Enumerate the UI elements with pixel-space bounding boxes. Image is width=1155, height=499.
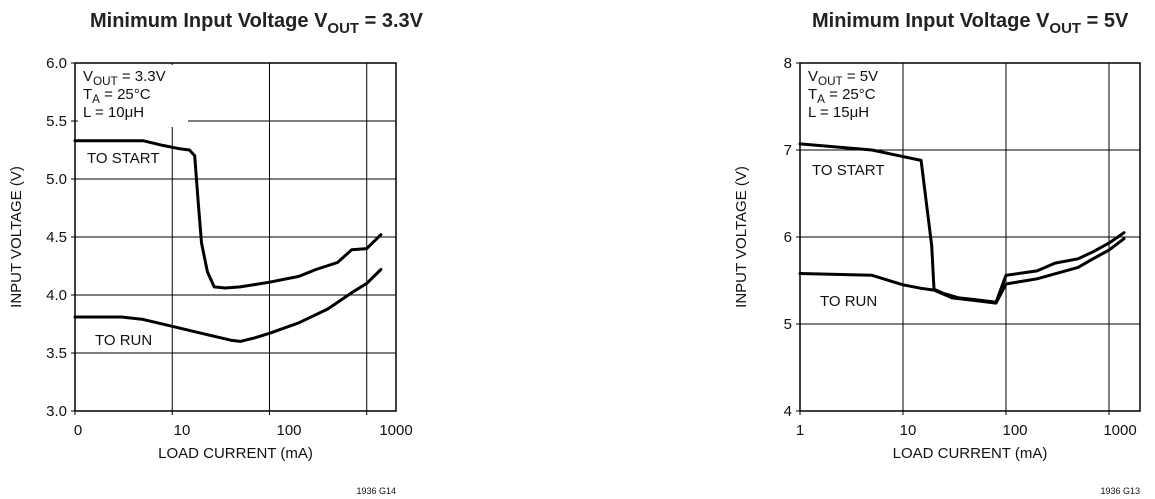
chart-1-series-to-run-line <box>73 268 383 343</box>
chart-1-ytick-label: 4.0 <box>46 287 67 304</box>
chart-1-xtick-label: 1000 <box>379 422 412 439</box>
chart-2-ytick-label: 4 <box>784 403 792 420</box>
chart-1-conditions-bg <box>78 65 188 127</box>
chart-1-ytick-label: 5.0 <box>46 171 67 188</box>
chart-1-ytick-label: 4.5 <box>46 229 67 246</box>
chart-2-xtick-label: 100 <box>1002 422 1027 439</box>
chart-1-condition-2-sub: A <box>92 93 100 106</box>
chart-1-ytick-label: 5.5 <box>46 113 67 130</box>
chart-2-ytick-label: 8 <box>784 55 792 72</box>
chart-2-title-sub: OUT <box>1049 20 1081 37</box>
chart-2-xtick-label: 1 <box>796 422 804 439</box>
chart-1-condition-1: VOUT = 3.3V <box>83 68 166 88</box>
chart-1-figure-code: 1936 G14 <box>356 486 396 496</box>
chart-2-title: Minimum Input Voltage VOUT = 5V <box>812 10 1129 37</box>
chart-1-condition-1-rest: = 3.3V <box>118 68 166 85</box>
chart-2-title-suffix: = 5V <box>1081 10 1129 32</box>
chart-1-condition-2-rest: = 25°C <box>100 86 151 103</box>
chart-2-condition-2-main: T <box>808 86 817 103</box>
chart-1-to-start-label: TO START <box>87 150 160 167</box>
chart-1-y-axis-label: INPUT VOLTAGE (V) <box>8 166 25 308</box>
chart-1-condition-2-main: T <box>83 86 92 103</box>
chart-2-condition-2-rest: = 25°C <box>825 86 876 103</box>
chart-2-xtick-label: 10 <box>900 422 917 439</box>
chart-2-x-axis-label: LOAD CURRENT (mA) <box>893 445 1048 462</box>
chart-2-series-to-run-line <box>798 237 1126 305</box>
chart-2-y-axis-label: INPUT VOLTAGE (V) <box>733 166 750 308</box>
chart-2-condition-3-rest: μH <box>850 104 869 121</box>
chart-2-conditions-bg <box>803 65 898 127</box>
chart-2-to-start-label: TO START <box>812 162 885 179</box>
chart-2-ytick-label: 5 <box>784 316 792 333</box>
chart-1-title-suffix: = 3.3V <box>359 10 424 32</box>
chart-2-condition-3: L = 15μH <box>808 104 869 121</box>
chart-1-xtick-label: 100 <box>276 422 301 439</box>
chart-2-condition-2: TA = 25°C <box>808 86 876 106</box>
chart-2-ytick-label: 7 <box>784 142 792 159</box>
chart-1-condition-2: TA = 25°C <box>83 86 151 106</box>
chart-1-xtick-label: 10 <box>174 422 191 439</box>
chart-1-to-run-label: TO RUN <box>95 332 152 349</box>
chart-1-condition-3-rest: μH <box>125 104 144 121</box>
chart-2-ytick-label: 6 <box>784 229 792 246</box>
chart-1-series-to-start-line <box>73 139 383 290</box>
chart-1-condition-1-main: V <box>83 68 93 85</box>
chart-2-condition-1-sub: OUT <box>818 75 843 88</box>
chart-2-condition-3-main: L = 15 <box>808 104 850 121</box>
chart-2-xtick-label: 1000 <box>1103 422 1136 439</box>
chart-1-ytick-label: 3.5 <box>46 345 67 362</box>
chart-2-condition-1-rest: = 5V <box>843 68 878 85</box>
chart-2-figure-code: 1936 G13 <box>1100 486 1140 496</box>
chart-1-condition-1-sub: OUT <box>93 75 118 88</box>
chart-1-title-sub: OUT <box>327 20 359 37</box>
chart-1-ytick-label: 6.0 <box>46 55 67 72</box>
chart-1-ytick-label: 3.0 <box>46 403 67 420</box>
chart-2-title-main: Minimum Input Voltage V <box>812 10 1050 32</box>
chart-2-condition-1-main: V <box>808 68 818 85</box>
chart-1-title: Minimum Input Voltage VOUT = 3.3V <box>90 10 424 37</box>
chart-1-title-main: Minimum Input Voltage V <box>90 10 328 32</box>
chart-1-condition-3: L = 10μH <box>83 104 144 121</box>
chart-2-to-run-label: TO RUN <box>820 293 877 310</box>
chart-1-xtick-label: 0 <box>74 422 82 439</box>
chart-1-condition-3-main: L = 10 <box>83 104 125 121</box>
chart-1-x-axis-label: LOAD CURRENT (mA) <box>158 445 313 462</box>
chart-2-condition-2-sub: A <box>817 93 825 106</box>
chart-2-condition-1: VOUT = 5V <box>808 68 878 88</box>
